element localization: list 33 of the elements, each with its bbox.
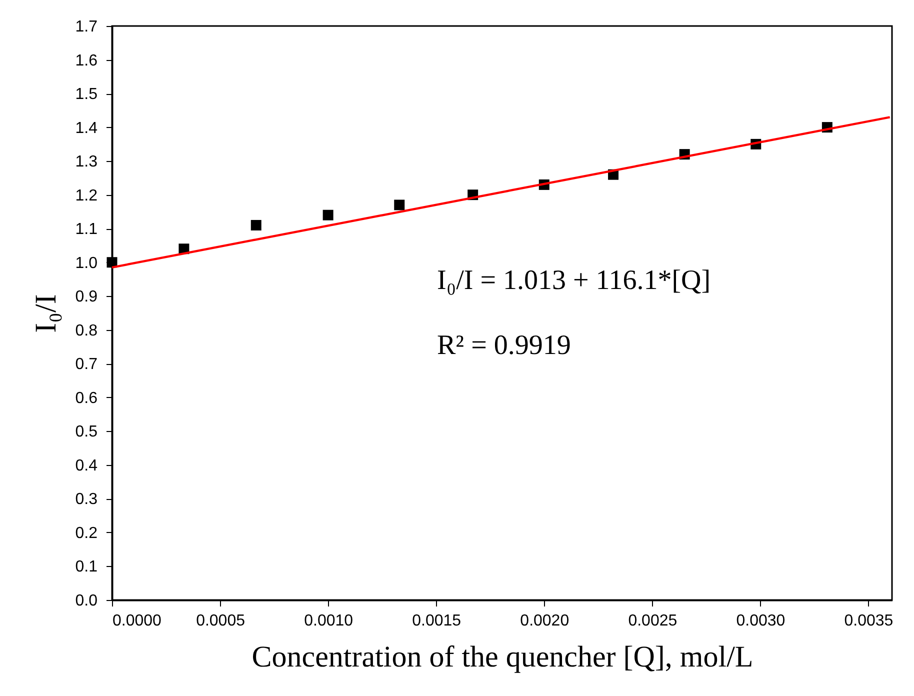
x-tick-label: 0.0000 <box>112 612 162 630</box>
x-tick-label: 0.0020 <box>520 612 570 630</box>
y-tick-label: 1.7 <box>75 18 98 36</box>
y-tick-label: 0.0 <box>75 592 98 610</box>
y-tick-label: 1.0 <box>75 254 98 272</box>
x-tick-label: 0.0010 <box>304 612 354 630</box>
y-tick-label: 1.4 <box>75 120 98 137</box>
y-tick-label: 0.7 <box>75 356 98 374</box>
x-tick-label: 0.0015 <box>412 612 462 630</box>
y-tick-label: 0.9 <box>75 288 98 306</box>
y-tick-label: 1.3 <box>75 154 98 171</box>
x-tick-label: 0.0025 <box>628 612 678 630</box>
x-tick-label: 0.0030 <box>736 612 786 630</box>
x-axis-title: Concentration of the quencher [Q], mol/L <box>252 640 754 674</box>
y-tick-label: 0.1 <box>75 558 98 576</box>
y-tick-label: 1.2 <box>75 187 98 204</box>
y-tick-label: 0.4 <box>75 457 98 474</box>
y-tick-label: 0.5 <box>75 424 98 441</box>
y-tick-label: 0.2 <box>75 524 98 542</box>
point <box>250 220 262 230</box>
annotation: R² = 0.9919 <box>437 330 571 361</box>
y-tick-label: 0.8 <box>75 322 98 340</box>
y-axis-title: I₀/I <box>29 294 62 333</box>
annotation: I₀/I = 1.013 + 116.1*[Q] <box>437 265 711 296</box>
y-tick-label: 0.3 <box>75 491 98 508</box>
point <box>394 200 405 210</box>
y-tick-label: 1.1 <box>75 221 98 238</box>
x-tick-label: 0.0005 <box>196 612 246 630</box>
y-tick-label: 1.6 <box>75 52 98 70</box>
x-tick-label: 0.0035 <box>844 612 894 630</box>
y-tick-label: 1.5 <box>75 86 98 104</box>
y-tick-label: 0.6 <box>75 390 98 407</box>
point <box>322 210 334 220</box>
